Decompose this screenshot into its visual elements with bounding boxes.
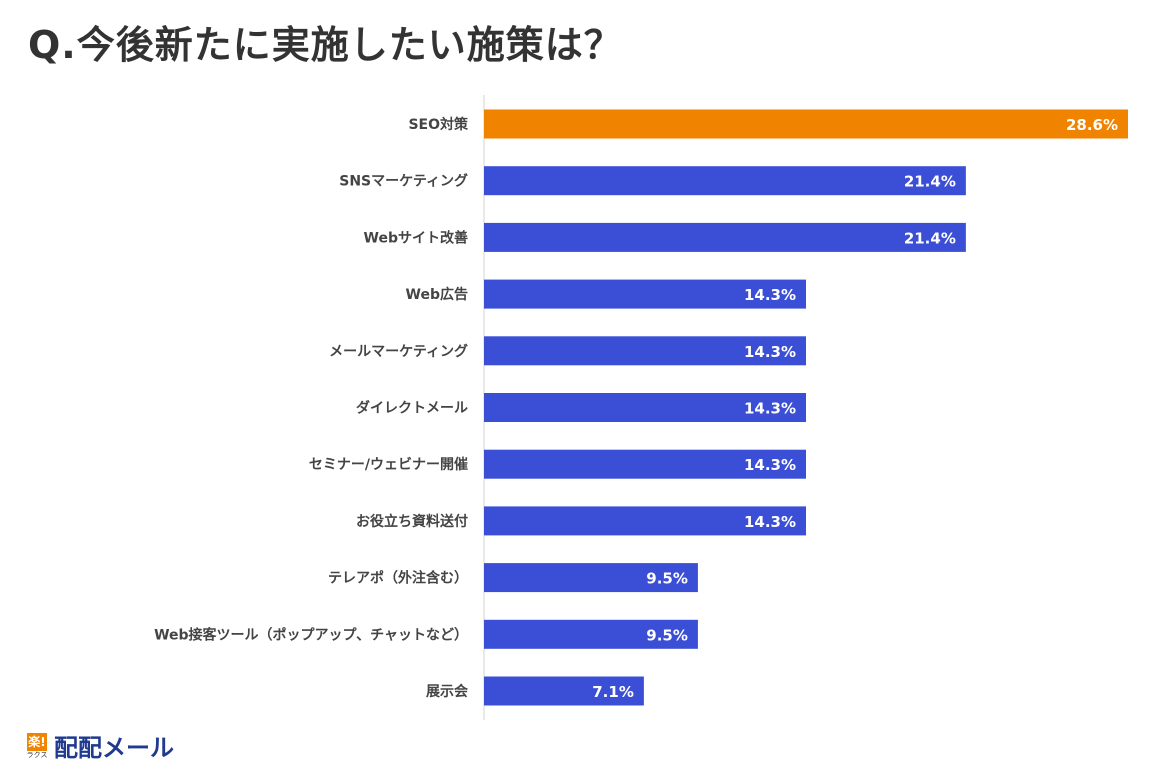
value-label: 9.5% xyxy=(646,626,688,644)
bar xyxy=(484,393,806,422)
value-label: 14.3% xyxy=(744,456,796,474)
bar xyxy=(484,449,806,479)
value-label: 7.1% xyxy=(592,683,634,701)
category-label: Web広告 xyxy=(406,286,468,303)
bar xyxy=(484,166,966,196)
value-label: 21.4% xyxy=(904,173,956,191)
value-label: 14.3% xyxy=(744,286,796,304)
category-label: Webサイト改善 xyxy=(364,229,468,246)
bar xyxy=(484,279,806,309)
category-label: テレアポ（外注含む） xyxy=(328,570,468,587)
value-label: 21.4% xyxy=(904,229,956,247)
logo-name: 配配メール xyxy=(54,734,174,762)
bar xyxy=(484,506,806,536)
category-label: Web接客ツール（ポップアップ、チャットなど） xyxy=(154,626,468,643)
category-label: SEO対策 xyxy=(408,116,469,133)
category-label: SNSマーケティング xyxy=(339,173,468,190)
bar xyxy=(484,336,806,366)
bar xyxy=(484,619,698,649)
category-label: メールマーケティング xyxy=(329,343,468,360)
bar xyxy=(484,222,966,252)
logo-mark: 楽! ラクス xyxy=(26,733,48,759)
value-label: 14.3% xyxy=(744,400,796,418)
logo: 楽! ラクス 配配メール xyxy=(26,733,174,763)
category-label: セミナー/ウェビナー開催 xyxy=(309,456,468,473)
value-label: 14.3% xyxy=(744,513,796,531)
category-label: ダイレクトメール xyxy=(356,400,468,417)
chart-title: Q.今後新たに実施したい施策は？ xyxy=(28,23,623,67)
value-label: 9.5% xyxy=(646,570,688,588)
bar xyxy=(484,563,698,593)
category-label: 展示会 xyxy=(426,683,469,700)
category-label: お役立ち資料送付 xyxy=(356,513,468,530)
bar xyxy=(484,676,644,706)
bar xyxy=(484,109,1128,139)
value-label: 14.3% xyxy=(744,343,796,361)
value-label: 28.6% xyxy=(1066,116,1118,134)
